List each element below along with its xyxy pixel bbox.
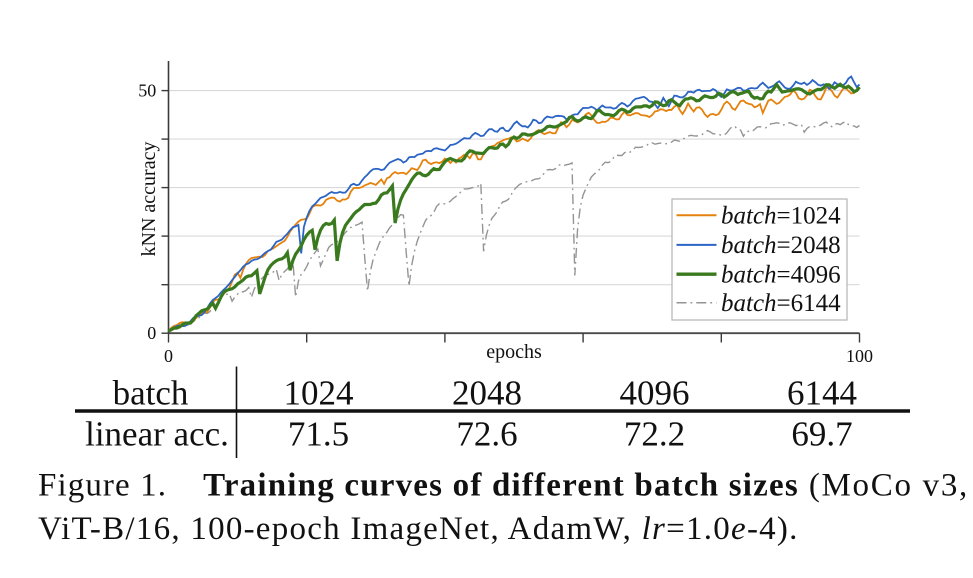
svg-text:100: 100 [846,346,873,366]
svg-text:4096: 4096 [620,374,690,413]
svg-text:71.5: 71.5 [288,415,349,454]
svg-text:72.2: 72.2 [624,415,685,454]
svg-text:72.6: 72.6 [456,415,517,454]
svg-text:69.7: 69.7 [791,415,852,454]
svg-text:50: 50 [138,80,156,100]
svg-text:kNN accuracy: kNN accuracy [138,142,160,257]
svg-text:batch=1024: batch=1024 [721,203,841,230]
svg-text:6144: 6144 [787,374,857,413]
svg-text:linear acc.: linear acc. [85,415,229,454]
svg-text:0: 0 [164,346,173,366]
svg-text:batch=6144: batch=6144 [721,290,841,317]
svg-text:batch: batch [113,374,189,413]
svg-text:batch=2048: batch=2048 [721,232,841,259]
svg-text:ViT-B/16, 100-epoch ImageNet,: ViT-B/16, 100-epoch ImageNet, AdamW, lr=… [38,511,799,547]
svg-text:epochs: epochs [486,341,542,363]
svg-text:1024: 1024 [284,374,354,413]
svg-text:batch=4096: batch=4096 [721,261,841,288]
svg-text:2048: 2048 [452,374,522,413]
svg-text:0: 0 [147,323,156,343]
